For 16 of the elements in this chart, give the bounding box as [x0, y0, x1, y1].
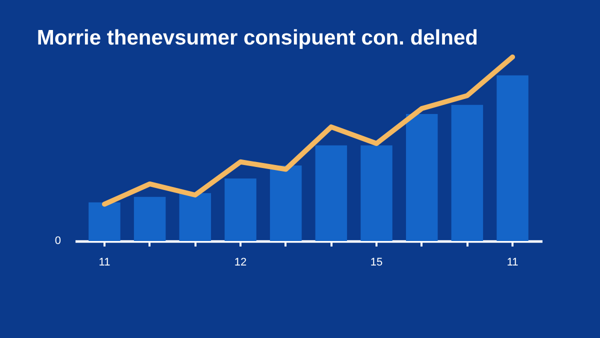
chart-title: Morrie thenevsumer consipuent con. delned	[36, 26, 478, 50]
bar	[88, 202, 120, 241]
text: 0	[54, 235, 61, 247]
bar	[179, 193, 212, 241]
x-tick-label: 11	[506, 256, 518, 268]
bar	[224, 178, 256, 241]
bar	[360, 145, 392, 241]
bar	[451, 104, 484, 241]
bar	[134, 196, 166, 241]
x-tick-label: 12	[234, 256, 247, 268]
x-tick-label: 15	[370, 256, 383, 268]
bar	[270, 166, 302, 241]
bar	[406, 114, 438, 241]
bar	[315, 145, 348, 241]
x-tick-label: 11	[98, 256, 110, 268]
bar	[496, 75, 528, 241]
